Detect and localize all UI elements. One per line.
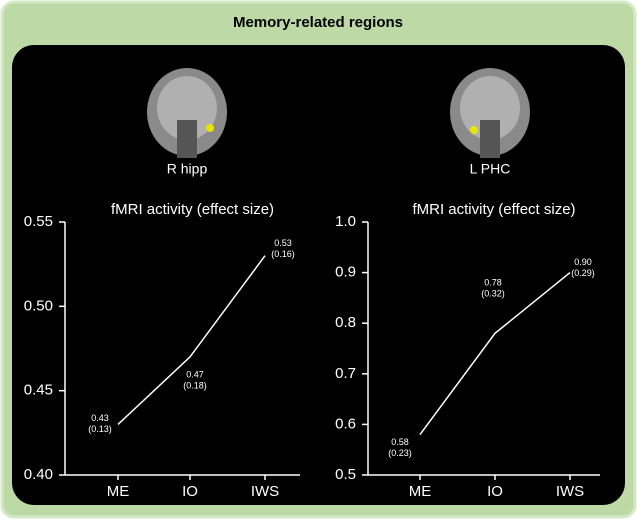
figure-title: Memory-related regions — [233, 14, 403, 31]
data-line — [117, 255, 266, 425]
sd-label: (0.32) — [481, 289, 505, 299]
y-tick-label: 0.9 — [335, 264, 356, 281]
data-line — [419, 272, 571, 435]
y-tick-label: 0.5 — [335, 466, 356, 483]
brain-image — [147, 68, 227, 158]
x-tick-label: IWS — [251, 483, 279, 500]
data-label: 0.43 — [91, 413, 109, 423]
sd-label: (0.18) — [183, 380, 207, 390]
x-tick-label: IO — [487, 483, 503, 500]
y-tick-label: 1.0 — [335, 213, 356, 230]
image-label: R hipp — [167, 161, 208, 177]
chart-title: fMRI activity (effect size) — [412, 201, 575, 218]
y-tick-label: 0.45 — [24, 382, 53, 399]
y-tick-label: 0.6 — [335, 415, 356, 432]
brain-image — [450, 68, 530, 158]
data-label: 0.47 — [186, 369, 204, 379]
x-tick-label: ME — [409, 483, 432, 500]
x-tick-label: IO — [182, 483, 198, 500]
sd-label: (0.29) — [571, 268, 595, 278]
y-tick-label: 0.8 — [335, 314, 356, 331]
chart-title: fMRI activity (effect size) — [111, 201, 274, 218]
sd-label: (0.13) — [88, 424, 112, 434]
data-label: 0.53 — [274, 238, 292, 248]
data-label: 0.90 — [574, 257, 592, 267]
data-label: 0.78 — [484, 278, 502, 288]
x-tick-label: ME — [107, 483, 130, 500]
image-label: L PHC — [470, 161, 511, 177]
y-tick-label: 0.55 — [24, 213, 53, 230]
y-tick-label: 0.50 — [24, 297, 53, 314]
sd-label: (0.16) — [271, 249, 295, 259]
sd-label: (0.23) — [388, 448, 412, 458]
data-label: 0.58 — [391, 437, 409, 447]
y-tick-label: 0.7 — [335, 365, 356, 382]
x-tick-label: IWS — [556, 483, 584, 500]
chart-panel — [12, 45, 625, 505]
y-tick-label: 0.40 — [24, 466, 53, 483]
